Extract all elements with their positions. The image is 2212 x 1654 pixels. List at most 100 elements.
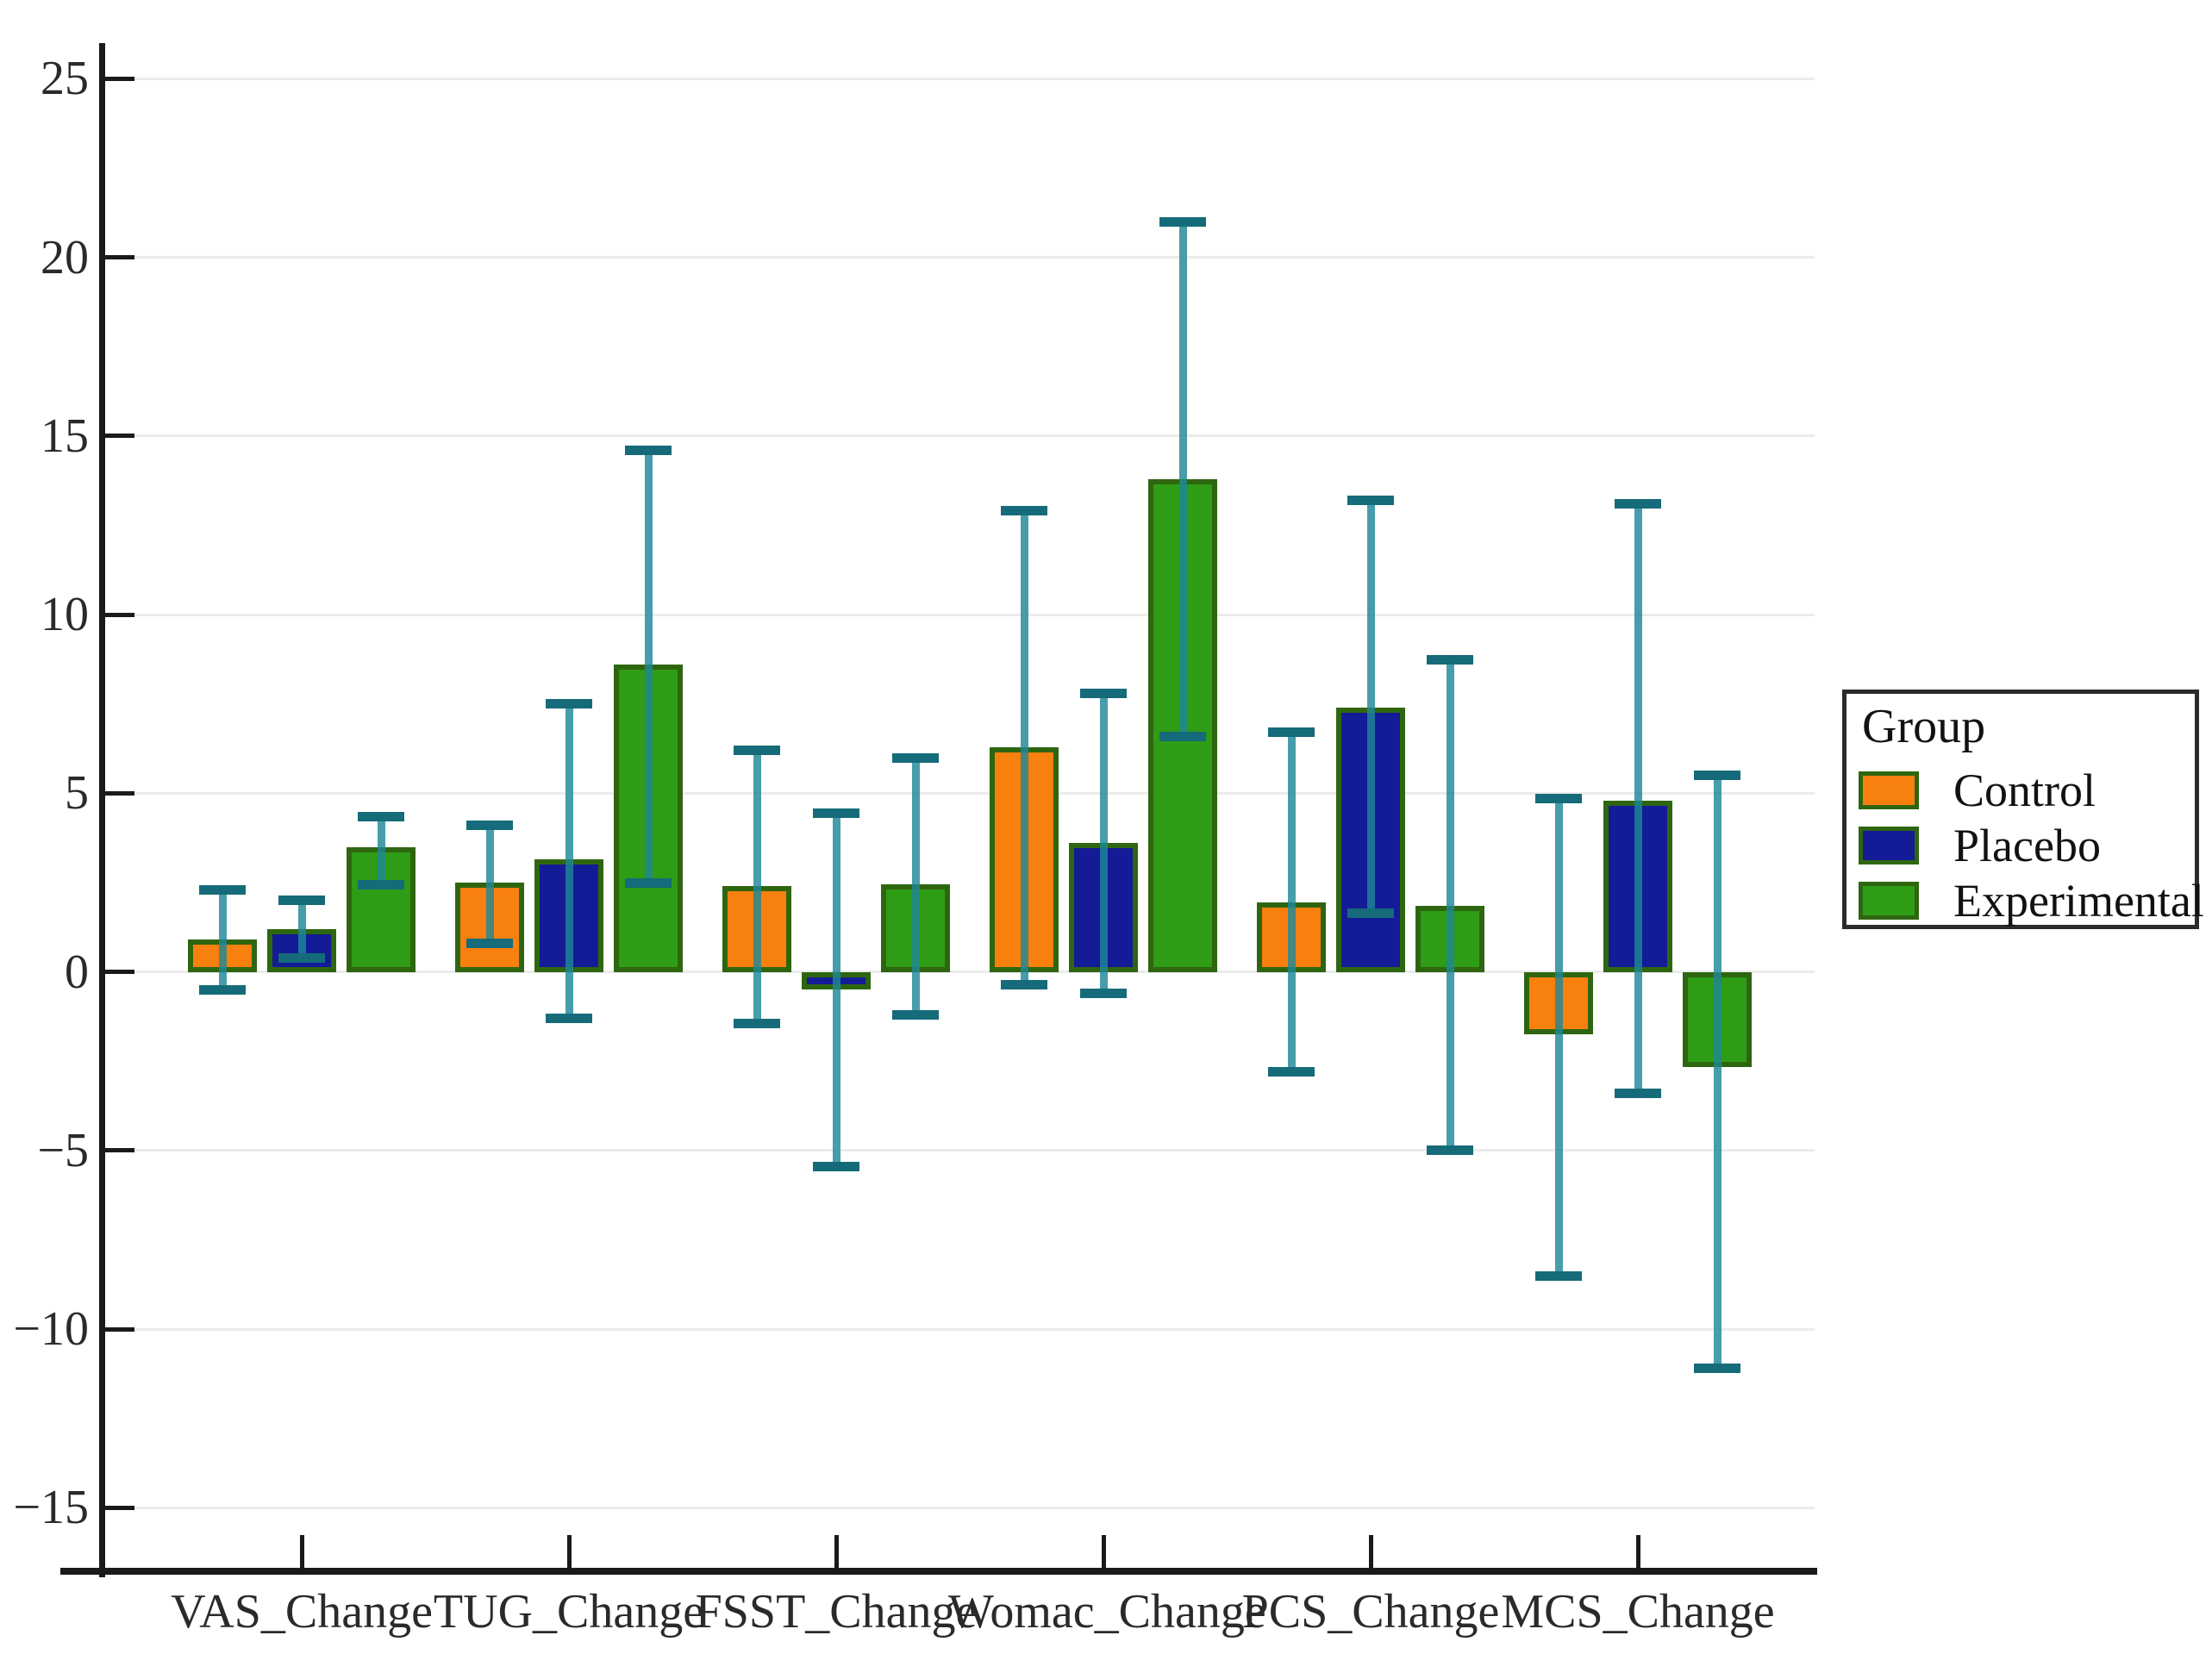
error-line-control-mcs_change bbox=[1554, 798, 1563, 1276]
error-cap-bottom bbox=[199, 984, 246, 995]
error-cap-bottom bbox=[734, 1019, 780, 1029]
y-tick-label-20: 20 bbox=[41, 230, 89, 284]
error-line-control-fsst_change bbox=[753, 750, 761, 1024]
error-line-experimental-pcs_change bbox=[1446, 659, 1454, 1151]
error-cap-bottom bbox=[892, 1009, 939, 1020]
error-cap-top bbox=[358, 811, 404, 821]
error-line-control-tug_change bbox=[485, 825, 494, 944]
error-cap-top bbox=[1427, 654, 1473, 665]
error-line-experimental-vas_change bbox=[377, 816, 385, 885]
x-tick-label-womac_change: Womac_Change bbox=[948, 1585, 1266, 1638]
x-tick-label-tug_change: TUG_Change bbox=[433, 1585, 705, 1638]
error-cap-top bbox=[734, 746, 780, 756]
legend-item-experimental: Experimental bbox=[1859, 875, 2204, 928]
error-cap-bottom bbox=[1001, 979, 1047, 989]
x-axis-spine bbox=[60, 1568, 1817, 1575]
error-cap-top bbox=[199, 884, 246, 895]
x-tick-label-fsst_change: FSST_Change bbox=[695, 1585, 978, 1638]
control-swatch bbox=[1859, 771, 1919, 809]
legend-item-placebo: Placebo bbox=[1859, 820, 2186, 873]
x-tick-pcs_change bbox=[1368, 1535, 1373, 1568]
error-cap-top bbox=[892, 752, 939, 763]
gridline-25 bbox=[102, 77, 1815, 80]
y-tick-10 bbox=[99, 612, 134, 617]
error-cap-bottom bbox=[1694, 1364, 1740, 1374]
error-line-placebo-vas_change bbox=[297, 900, 306, 958]
x-tick-vas_change bbox=[299, 1535, 304, 1568]
x-tick-label-vas_change: VAS_Change bbox=[171, 1585, 433, 1638]
error-line-control-pcs_change bbox=[1287, 732, 1296, 1072]
x-tick-label-mcs_change: MCS_Change bbox=[1501, 1585, 1775, 1638]
y-tick-5 bbox=[99, 790, 134, 796]
error-cap-top bbox=[1159, 216, 1206, 227]
error-line-placebo-womac_change bbox=[1099, 693, 1108, 994]
y-tick--10 bbox=[99, 1326, 134, 1332]
y-tick-0 bbox=[99, 970, 134, 975]
error-line-experimental-tug_change bbox=[644, 450, 653, 883]
error-cap-bottom bbox=[278, 952, 325, 963]
y-tick--5 bbox=[99, 1148, 134, 1153]
gridline-20 bbox=[102, 256, 1815, 259]
y-tick-label--10: −10 bbox=[13, 1302, 89, 1357]
y-tick-label-10: 10 bbox=[41, 588, 89, 642]
legend-label-placebo: Placebo bbox=[1953, 820, 2101, 871]
error-cap-top bbox=[546, 699, 592, 709]
gridline-5 bbox=[102, 791, 1815, 795]
error-cap-bottom bbox=[1535, 1270, 1582, 1281]
error-cap-bottom bbox=[1080, 989, 1127, 999]
y-tick-15 bbox=[99, 434, 134, 439]
error-cap-top bbox=[625, 446, 672, 456]
gridline--15 bbox=[102, 1506, 1815, 1509]
gridline-15 bbox=[102, 434, 1815, 438]
gridline--5 bbox=[102, 1149, 1815, 1152]
gridline-10 bbox=[102, 613, 1815, 616]
error-cap-bottom bbox=[813, 1162, 859, 1172]
y-axis-spine bbox=[99, 43, 105, 1577]
gridline-0 bbox=[102, 971, 1815, 974]
error-cap-bottom bbox=[1347, 908, 1394, 918]
error-cap-top bbox=[1694, 771, 1740, 781]
x-tick-mcs_change bbox=[1635, 1535, 1640, 1568]
error-cap-top bbox=[1535, 794, 1582, 804]
error-cap-top bbox=[1347, 496, 1394, 506]
error-cap-bottom bbox=[1427, 1145, 1473, 1156]
legend-label-experimental: Experimental bbox=[1953, 875, 2204, 927]
x-tick-fsst_change bbox=[834, 1535, 839, 1568]
legend-title: Group bbox=[1862, 700, 1986, 753]
legend-item-control: Control bbox=[1859, 765, 2186, 818]
error-cap-top bbox=[466, 821, 513, 831]
x-tick-womac_change bbox=[1101, 1535, 1106, 1568]
placebo-swatch bbox=[1859, 827, 1919, 864]
error-cap-top bbox=[1001, 506, 1047, 516]
y-tick-label-15: 15 bbox=[41, 409, 89, 463]
error-cap-top bbox=[1268, 727, 1315, 738]
error-line-control-vas_change bbox=[218, 889, 227, 990]
error-cap-bottom bbox=[1159, 731, 1206, 741]
error-cap-bottom bbox=[466, 939, 513, 949]
x-tick-label-pcs_change: PCS_Change bbox=[1241, 1585, 1500, 1638]
error-line-experimental-fsst_change bbox=[911, 758, 920, 1015]
gridline--10 bbox=[102, 1327, 1815, 1331]
y-tick-25 bbox=[99, 76, 134, 81]
error-cap-bottom bbox=[625, 877, 672, 888]
error-cap-bottom bbox=[1268, 1067, 1315, 1077]
error-line-placebo-mcs_change bbox=[1634, 503, 1642, 1094]
error-cap-top bbox=[813, 808, 859, 818]
legend-label-control: Control bbox=[1953, 765, 2096, 816]
y-tick-label-0: 0 bbox=[65, 945, 89, 999]
legend: Group Control Placebo Experimental bbox=[1842, 690, 2204, 929]
error-line-experimental-womac_change bbox=[1178, 222, 1187, 737]
error-line-placebo-fsst_change bbox=[832, 813, 840, 1167]
error-line-placebo-pcs_change bbox=[1366, 500, 1375, 914]
error-cap-bottom bbox=[1615, 1089, 1661, 1099]
y-tick-label--5: −5 bbox=[37, 1123, 89, 1177]
error-cap-top bbox=[1080, 688, 1127, 698]
error-cap-top bbox=[1615, 499, 1661, 509]
error-cap-bottom bbox=[546, 1014, 592, 1024]
experimental-swatch bbox=[1859, 882, 1919, 920]
y-tick-label--15: −15 bbox=[13, 1481, 89, 1535]
y-tick-label-25: 25 bbox=[41, 52, 89, 106]
y-tick-label-5: 5 bbox=[65, 766, 89, 821]
